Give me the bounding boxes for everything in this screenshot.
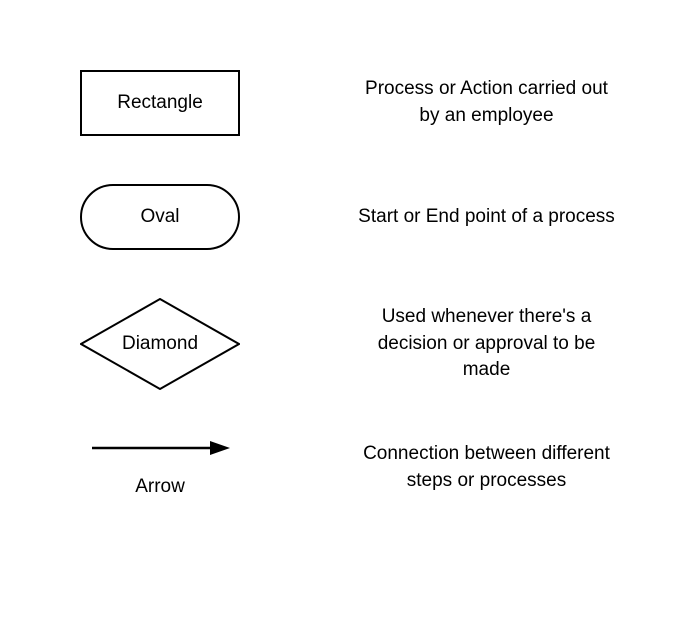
legend-row-diamond: Diamond Used whenever there's a decision…: [40, 298, 633, 390]
oval-description: Start or End point of a process: [358, 204, 615, 231]
oval-label: Oval: [140, 206, 179, 228]
diamond-shape: Diamond: [80, 298, 240, 390]
rectangle-description: Process or Action carried out by an empl…: [357, 76, 617, 129]
shape-col: Diamond: [40, 298, 280, 390]
desc-col: Process or Action carried out by an empl…: [340, 76, 633, 129]
desc-col: Used whenever there's a decision or appr…: [340, 304, 633, 384]
arrow-description: Connection between different steps or pr…: [357, 441, 617, 494]
legend-row-oval: Oval Start or End point of a process: [40, 184, 633, 250]
legend-row-arrow: Arrow Connection between different steps…: [40, 438, 633, 498]
legend-container: Rectangle Process or Action carried out …: [0, 0, 673, 538]
legend-row-rectangle: Rectangle Process or Action carried out …: [40, 70, 633, 136]
arrow-shape: Arrow: [90, 438, 230, 498]
arrow-label: Arrow: [135, 476, 185, 498]
shape-col: Arrow: [40, 438, 280, 498]
rectangle-label: Rectangle: [117, 92, 203, 114]
shape-col: Rectangle: [40, 70, 280, 136]
arrow-icon: [90, 438, 230, 458]
diamond-label: Diamond: [122, 333, 198, 355]
desc-col: Start or End point of a process: [340, 204, 633, 231]
diamond-description: Used whenever there's a decision or appr…: [357, 304, 617, 384]
desc-col: Connection between different steps or pr…: [340, 441, 633, 494]
shape-col: Oval: [40, 184, 280, 250]
oval-shape: Oval: [80, 184, 240, 250]
rectangle-shape: Rectangle: [80, 70, 240, 136]
